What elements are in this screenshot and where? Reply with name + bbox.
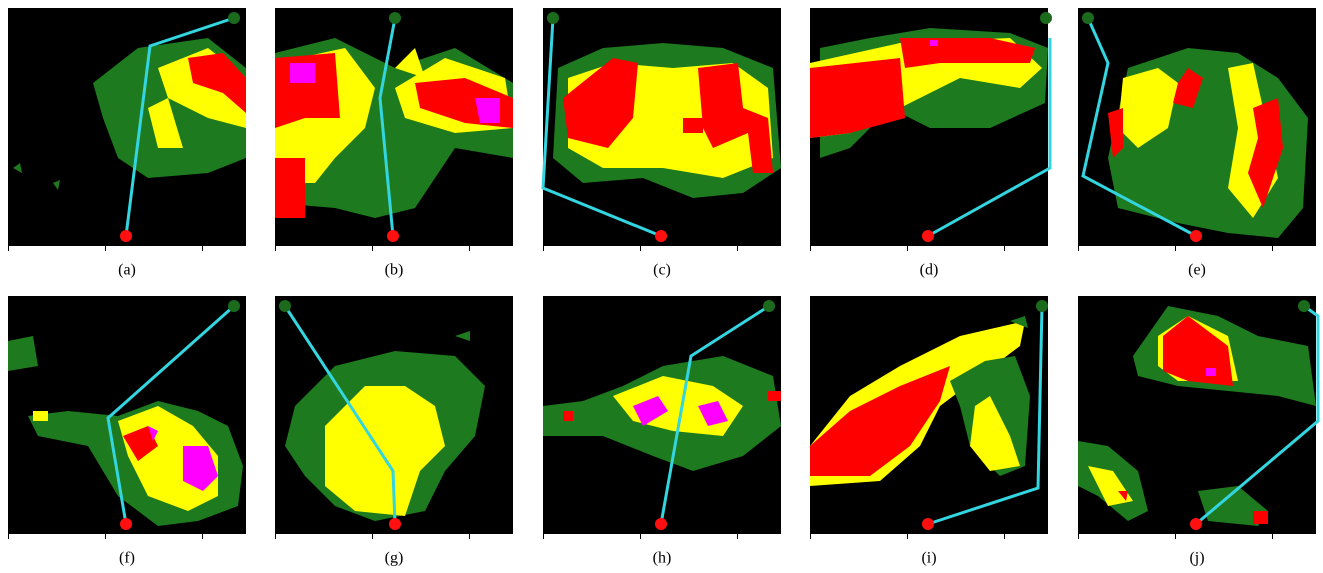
region xyxy=(1206,368,1216,376)
region xyxy=(683,118,703,133)
end-point xyxy=(228,12,240,24)
region xyxy=(275,158,305,218)
panel: (e) xyxy=(1078,8,1316,279)
region xyxy=(290,63,315,83)
panel: (d) xyxy=(810,8,1052,279)
panel: (j) xyxy=(1078,296,1318,567)
panel: (f) xyxy=(8,296,246,567)
caption: (b) xyxy=(385,262,404,279)
caption: (c) xyxy=(653,262,671,279)
caption: (f) xyxy=(119,550,135,567)
start-point xyxy=(1190,230,1202,242)
region xyxy=(930,40,938,46)
start-point xyxy=(387,230,399,242)
end-point xyxy=(389,12,401,24)
caption: (g) xyxy=(385,550,404,567)
end-point xyxy=(1036,300,1048,312)
panel: (a) xyxy=(8,8,246,279)
end-point xyxy=(1082,12,1094,24)
start-point xyxy=(1190,518,1202,530)
panel: (i) xyxy=(810,296,1048,567)
start-point xyxy=(922,518,934,530)
end-point xyxy=(279,300,291,312)
panel: (h) xyxy=(543,296,781,567)
end-point xyxy=(763,300,775,312)
start-point xyxy=(120,230,132,242)
panel: (c) xyxy=(543,8,781,279)
region xyxy=(768,391,781,401)
end-point xyxy=(228,300,240,312)
end-point xyxy=(1040,12,1052,24)
region xyxy=(563,411,573,421)
region xyxy=(33,411,48,421)
end-point xyxy=(1298,300,1310,312)
panel: (g) xyxy=(275,296,513,567)
caption: (j) xyxy=(1189,550,1204,567)
caption: (e) xyxy=(1188,262,1206,279)
panel: (b) xyxy=(275,8,513,279)
start-point xyxy=(655,230,667,242)
caption: (a) xyxy=(118,262,136,279)
start-point xyxy=(655,518,667,530)
end-point xyxy=(547,12,559,24)
caption: (h) xyxy=(653,550,672,567)
start-point xyxy=(922,230,934,242)
caption: (i) xyxy=(921,550,936,567)
start-point xyxy=(120,518,132,530)
caption: (d) xyxy=(920,262,939,279)
page: (a)(b)(c)(d)(e)(f)(g)(h)(i)(j) (() => { … xyxy=(0,0,1323,573)
region xyxy=(8,336,38,371)
region xyxy=(1253,511,1268,524)
figure: (a) (b) (c) (d) (e) (f) (g) (h) (i) (j) xyxy=(0,0,1323,573)
start-point xyxy=(389,518,401,530)
